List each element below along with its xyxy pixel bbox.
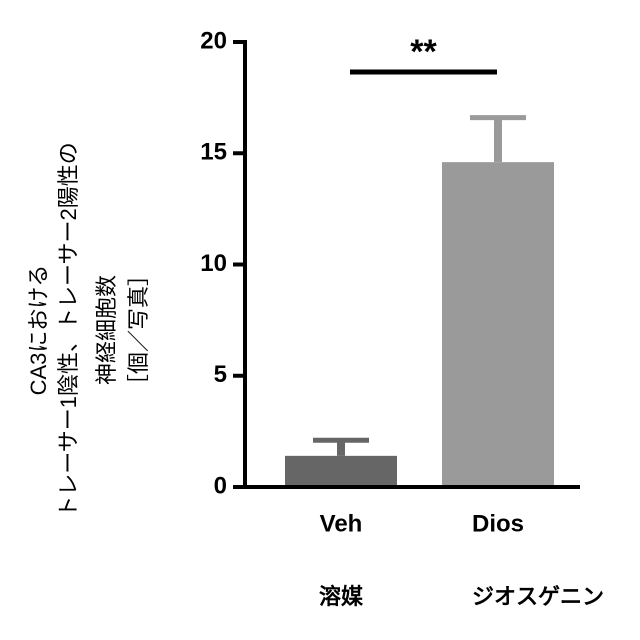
x-sublabel: 溶媒 — [319, 584, 364, 609]
y-tick-label: 5 — [214, 361, 227, 388]
y-axis-label: トレーサー1陰性、トレーサー2陽性の — [56, 142, 81, 518]
significance-label: ** — [410, 33, 437, 71]
y-tick-label: 10 — [200, 250, 227, 277]
y-axis-label: 神経細胞数 — [94, 275, 119, 385]
x-tick-label: Dios — [472, 510, 524, 537]
y-tick-label: 15 — [200, 139, 227, 166]
y-axis-label: CA3における — [26, 265, 51, 396]
chart: CA3におけるトレーサー1陰性、トレーサー2陽性の神経細胞数 ［個／写真］ 0 5 10… — [0, 0, 640, 640]
y-axis-label: ［個／写真］ — [126, 264, 151, 396]
x-tick-label: Veh — [320, 510, 363, 537]
y-tick-label: 20 — [200, 27, 227, 54]
y-tick-label: 0 — [214, 472, 227, 499]
bar — [442, 162, 554, 487]
bar — [285, 456, 397, 487]
x-sublabel: ジオスゲニン — [472, 584, 604, 609]
